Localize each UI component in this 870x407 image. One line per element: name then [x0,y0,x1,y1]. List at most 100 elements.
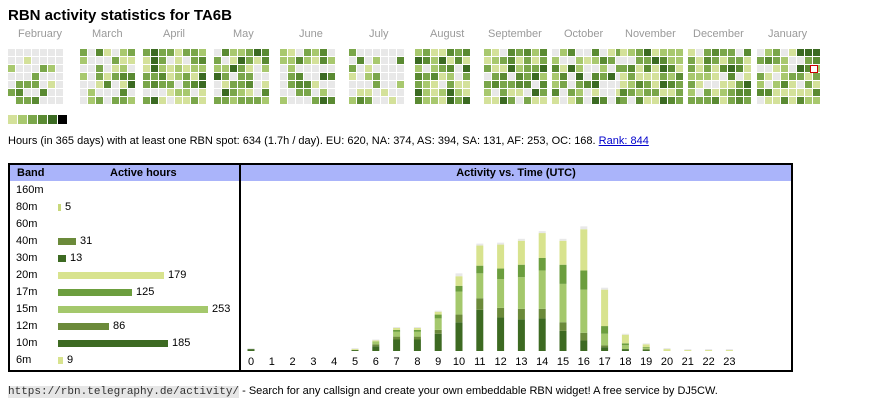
heatmap-day-cell[interactable] [636,57,643,64]
heatmap-day-cell[interactable] [616,65,623,72]
heatmap-day-cell[interactable] [373,89,380,96]
heatmap-day-cell[interactable] [492,89,499,96]
heatmap-day-cell[interactable] [560,65,567,72]
heatmap-day-cell[interactable] [628,57,635,64]
heatmap-day-cell[interactable] [524,57,531,64]
heatmap-day-cell[interactable] [357,89,364,96]
heatmap-day-cell[interactable] [628,89,635,96]
heatmap-day-cell[interactable] [431,57,438,64]
heatmap-day-cell[interactable] [532,57,539,64]
heatmap-day-cell[interactable] [328,89,335,96]
heatmap-day-cell[interactable] [112,97,119,104]
heatmap-day-cell[interactable] [199,49,206,56]
heatmap-day-cell[interactable] [552,81,559,88]
heatmap-day-cell[interactable] [183,57,190,64]
heatmap-day-cell[interactable] [280,65,287,72]
heatmap-day-cell[interactable] [447,81,454,88]
heatmap-day-cell[interactable] [560,57,567,64]
heatmap-day-cell[interactable] [128,49,135,56]
heatmap-day-cell[interactable] [381,49,388,56]
heatmap-day-cell[interactable] [304,57,311,64]
heatmap-day-cell[interactable] [592,49,599,56]
heatmap-day-cell[interactable] [704,49,711,56]
heatmap-day-cell[interactable] [431,73,438,80]
heatmap-day-cell[interactable] [744,89,751,96]
heatmap-day-cell[interactable] [516,65,523,72]
heatmap-day-cell[interactable] [484,49,491,56]
heatmap-day-cell[interactable] [568,89,575,96]
heatmap-day-cell[interactable] [781,89,788,96]
heatmap-day-cell[interactable] [620,89,627,96]
heatmap-day-cell[interactable] [813,81,820,88]
heatmap-day-cell[interactable] [644,89,651,96]
heatmap-day-cell[interactable] [712,65,719,72]
heatmap-day-cell[interactable] [349,97,356,104]
heatmap-day-cell[interactable] [500,57,507,64]
heatmap-day-cell[interactable] [151,73,158,80]
heatmap-day-cell[interactable] [56,65,63,72]
heatmap-day-cell[interactable] [608,73,615,80]
heatmap-day-cell[interactable] [805,97,812,104]
heatmap-day-cell[interactable] [492,97,499,104]
heatmap-day-cell[interactable] [199,81,206,88]
heatmap-day-cell[interactable] [88,97,95,104]
heatmap-day-cell[interactable] [540,49,547,56]
heatmap-day-cell[interactable] [373,81,380,88]
heatmap-day-cell[interactable] [304,73,311,80]
heatmap-day-cell[interactable] [560,49,567,56]
heatmap-day-cell[interactable] [463,49,470,56]
heatmap-day-cell[interactable] [620,49,627,56]
heatmap-day-cell[interactable] [128,97,135,104]
heatmap-day-cell[interactable] [560,89,567,96]
heatmap-day-cell[interactable] [644,81,651,88]
heatmap-day-cell[interactable] [56,97,63,104]
heatmap-day-cell[interactable] [797,81,804,88]
heatmap-day-cell[interactable] [56,89,63,96]
heatmap-day-cell[interactable] [500,89,507,96]
heatmap-day-cell[interactable] [696,49,703,56]
heatmap-day-cell[interactable] [80,97,87,104]
heatmap-day-cell[interactable] [373,97,380,104]
heatmap-day-cell[interactable] [781,97,788,104]
heatmap-day-cell[interactable] [159,65,166,72]
heatmap-day-cell[interactable] [540,57,547,64]
heatmap-day-cell[interactable] [167,89,174,96]
heatmap-day-cell[interactable] [704,65,711,72]
heatmap-day-cell[interactable] [191,89,198,96]
heatmap-day-cell[interactable] [600,89,607,96]
heatmap-day-cell[interactable] [389,97,396,104]
heatmap-day-cell[interactable] [423,65,430,72]
heatmap-day-cell[interactable] [688,97,695,104]
heatmap-day-cell[interactable] [262,73,269,80]
heatmap-day-cell[interactable] [532,81,539,88]
heatmap-day-cell[interactable] [280,81,287,88]
heatmap-day-cell[interactable] [704,57,711,64]
heatmap-day-cell[interactable] [415,89,422,96]
heatmap-day-cell[interactable] [765,73,772,80]
heatmap-day-cell[interactable] [728,73,735,80]
heatmap-day-cell[interactable] [80,81,87,88]
heatmap-day-cell[interactable] [676,73,683,80]
heatmap-day-cell[interactable] [720,73,727,80]
heatmap-day-cell[interactable] [660,65,667,72]
heatmap-day-cell[interactable] [676,81,683,88]
heatmap-day-cell[interactable] [600,97,607,104]
heatmap-day-cell[interactable] [744,73,751,80]
heatmap-day-cell[interactable] [120,57,127,64]
heatmap-day-cell[interactable] [668,57,675,64]
heatmap-day-cell[interactable] [524,49,531,56]
heatmap-day-cell[interactable] [532,49,539,56]
heatmap-day-cell[interactable] [254,49,261,56]
heatmap-day-cell[interactable] [8,81,15,88]
heatmap-day-cell[interactable] [592,81,599,88]
heatmap-day-cell[interactable] [484,81,491,88]
heatmap-day-cell[interactable] [592,57,599,64]
heatmap-day-cell[interactable] [447,97,454,104]
heatmap-day-cell[interactable] [175,73,182,80]
heatmap-day-cell[interactable] [254,97,261,104]
heatmap-day-cell[interactable] [151,65,158,72]
heatmap-day-cell[interactable] [463,73,470,80]
heatmap-day-cell[interactable] [296,49,303,56]
heatmap-day-cell[interactable] [608,57,615,64]
heatmap-day-cell[interactable] [16,65,23,72]
